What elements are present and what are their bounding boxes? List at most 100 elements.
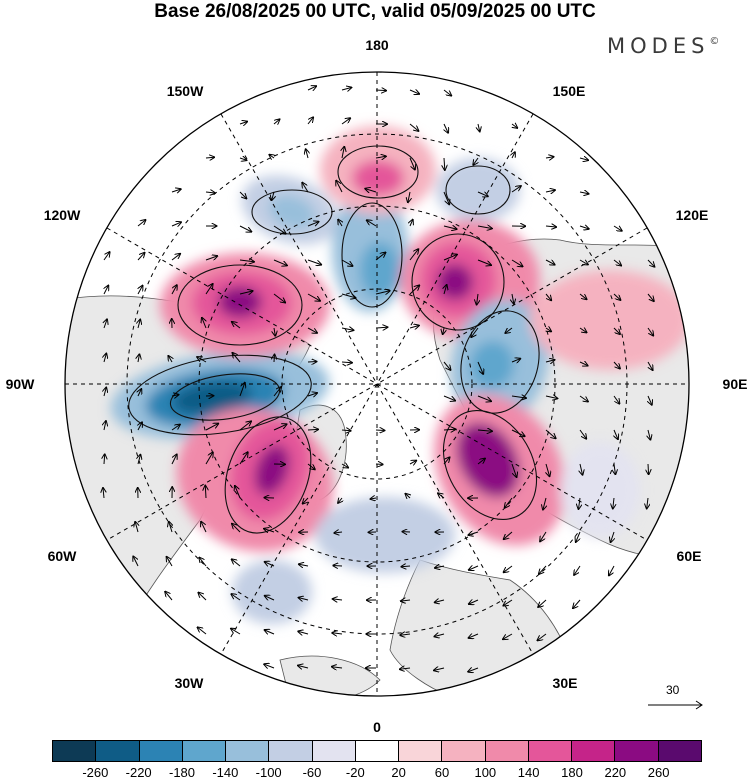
wind-vector: [137, 253, 145, 261]
wind-vector: [272, 191, 274, 200]
wind-vector: [202, 318, 206, 329]
wind-vector: [511, 259, 523, 266]
colorbar-swatch: [53, 741, 96, 761]
wind-vector: [103, 252, 110, 261]
wind-vector: [545, 190, 555, 192]
wind-vector: [307, 259, 321, 265]
wind-vector: [545, 157, 554, 158]
graticule: [65, 72, 689, 696]
wind-vector: [264, 529, 275, 532]
wind-vector: [408, 191, 410, 202]
wind-vector: [434, 634, 445, 637]
wind-vector: [307, 117, 313, 125]
wind-vector: [201, 522, 207, 533]
wind-vector: [375, 291, 390, 294]
wind-vector: [104, 454, 105, 465]
wind-vector: [443, 395, 455, 401]
wind-vector: [401, 600, 411, 601]
reference-vector-arrow: [648, 700, 703, 710]
wind-vector: [233, 353, 241, 363]
wind-vector: [165, 592, 173, 601]
wind-vector: [505, 328, 513, 333]
wind-vector: [503, 599, 513, 606]
wind-vector: [341, 362, 352, 363]
wind-vector: [477, 395, 491, 401]
wind-vector: [613, 225, 622, 231]
wind-vector: [338, 498, 342, 503]
wind-vector: [613, 293, 620, 300]
colorbar-tick-label: -100: [255, 765, 282, 780]
colorbar-tick-label: 100: [474, 765, 497, 780]
wind-vector: [171, 425, 180, 431]
wind-vector: [443, 191, 449, 204]
wind-vector: [273, 293, 285, 303]
lon-label-180: 180: [365, 37, 389, 53]
negative-anomaly-0: [315, 497, 455, 573]
wind-vector: [239, 191, 246, 198]
wind-vector: [205, 486, 206, 499]
lon-label-150w: 150W: [166, 83, 204, 99]
wind-vector: [512, 293, 514, 304]
wind-vector: [138, 455, 140, 465]
wind-vector: [648, 361, 653, 370]
wind-vector: [273, 387, 281, 397]
wind-vector: [545, 429, 556, 438]
wind-vector: [400, 634, 411, 635]
wind-vector: [434, 668, 445, 670]
wind-vector: [104, 421, 106, 431]
colorbar-tick-label: -60: [302, 765, 322, 780]
wind-vector: [104, 354, 106, 363]
wind-vector: [306, 149, 308, 159]
wind-vector: [303, 497, 309, 504]
wind-vector: [197, 357, 207, 363]
wind-vector: [341, 328, 353, 330]
wind-vector: [468, 668, 479, 672]
wind-vector: [307, 327, 317, 333]
wind-vector: [171, 254, 180, 261]
contour-positive-120w: [177, 264, 303, 346]
wind-vector: [435, 600, 445, 602]
colorbar-swatch: [527, 741, 572, 761]
colorbar-swatch: [614, 741, 658, 761]
wind-vector: [104, 388, 106, 397]
wind-vector: [409, 326, 419, 329]
wind-vector: [138, 422, 142, 431]
wind-vector: [298, 666, 309, 669]
wind-vector: [579, 497, 581, 509]
contour-negative-90e: [460, 310, 540, 414]
wind-vector: [647, 259, 654, 267]
wind-vector: [138, 389, 141, 397]
wind-vector: [409, 461, 416, 464]
wind-vector: [579, 293, 587, 299]
negative-anomaly-150w: [268, 194, 316, 230]
colorbar-swatch: [138, 741, 182, 761]
wind-vector: [647, 327, 653, 336]
wind-vector: [104, 286, 108, 295]
wind-vector: [545, 360, 554, 362]
wind-vector: [205, 256, 217, 260]
wind-vector: [171, 395, 178, 396]
wind-vector: [365, 189, 377, 192]
wind-vector: [410, 220, 413, 227]
negative-anomaly-45e: [560, 442, 640, 538]
wind-vector: [198, 593, 207, 601]
wind-vector: [504, 565, 513, 572]
wind-vector: [401, 566, 411, 567]
wind-vector: [274, 327, 275, 336]
wind-vector: [138, 320, 140, 329]
wind-vector: [299, 564, 309, 566]
wind-vector: [573, 599, 581, 608]
wind-vector: [205, 424, 218, 431]
wind-vector: [511, 186, 521, 193]
wind-vector: [104, 319, 107, 329]
wind-vector: [435, 566, 445, 568]
wind-vector: [609, 565, 615, 575]
colorbar-ticks: -260 -220 -180 -140 -100 -60 -20 20 60 100 140 180 2…: [0, 765, 750, 783]
wind-vector: [443, 457, 450, 465]
wind-vector: [538, 633, 547, 640]
wind-vector: [469, 566, 479, 570]
contour-negative-180: [341, 202, 403, 308]
wind-vector: [477, 459, 485, 465]
wind-vector: [579, 362, 588, 366]
wind-vector: [647, 293, 654, 301]
